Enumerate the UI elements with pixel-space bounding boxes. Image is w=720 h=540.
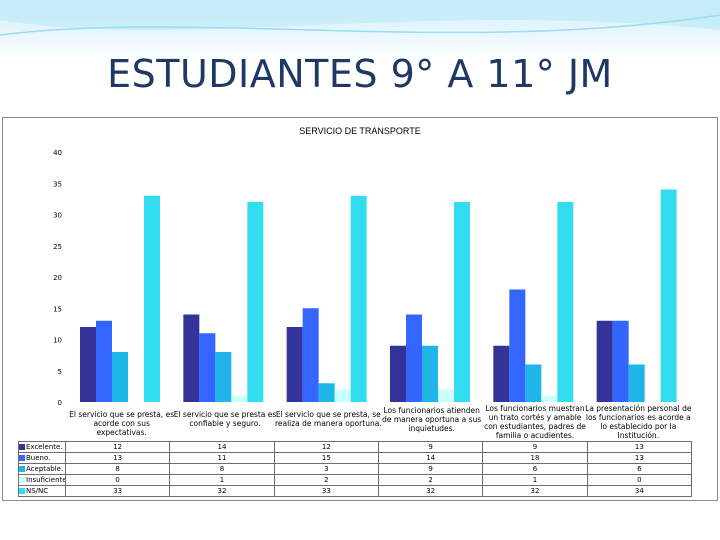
y-tick-label: 30 xyxy=(53,212,62,220)
bar-4-5 xyxy=(541,395,558,402)
table-cell: 32 xyxy=(482,485,588,497)
legend-entry: Excelente. xyxy=(18,441,66,453)
legend-label: Insuficiente. xyxy=(26,476,66,484)
data-table: Excelente. 12 14 12 9 9 13 Bueno. 13 11 15 14 18 13 Ac… xyxy=(18,441,693,497)
table-row: Bueno. 13 11 15 14 18 13 xyxy=(18,452,693,464)
table-cell: 6 xyxy=(482,463,588,475)
bar-2-1 xyxy=(96,320,112,402)
bar-4-4 xyxy=(438,389,454,402)
legend-label: NS/NC xyxy=(26,487,49,495)
bar-3-4 xyxy=(422,345,438,402)
header-band xyxy=(0,0,720,60)
table-cell: 13 xyxy=(586,441,693,453)
category-label: El servicio que se presta, es acorde con… xyxy=(69,410,175,437)
table-row: Excelente. 12 14 12 9 9 13 xyxy=(18,441,693,453)
y-tick-label: 25 xyxy=(53,243,62,251)
bar-2-5 xyxy=(509,289,526,402)
table-cell: 2 xyxy=(273,474,379,486)
table-cell: 1 xyxy=(482,474,588,486)
y-tick-label: 20 xyxy=(53,274,62,282)
bar-3-3 xyxy=(318,383,335,402)
bar-5-6 xyxy=(660,189,677,402)
header-wave-decoration xyxy=(0,0,720,36)
bar-2-4 xyxy=(406,314,422,402)
category-label: La presentación personal de los funciona… xyxy=(585,404,692,440)
legend-label: Bueno. xyxy=(26,454,51,462)
table-cell: 6 xyxy=(586,463,693,475)
table-row: Aceptable. 8 8 3 9 6 6 xyxy=(18,463,693,475)
y-tick-label: 0 xyxy=(58,399,62,407)
table-cell: 9 xyxy=(482,441,588,453)
table-cell: 32 xyxy=(169,485,275,497)
y-tick-label: 40 xyxy=(53,149,62,157)
bar-2-3 xyxy=(302,308,319,402)
table-cell: 1 xyxy=(169,474,275,486)
table-cell: 14 xyxy=(169,441,275,453)
legend-label: Excelente. xyxy=(26,443,63,451)
table-cell: 8 xyxy=(169,463,275,475)
category-label: El servicio que se presta, se realiza de… xyxy=(274,410,382,428)
table-cell: 14 xyxy=(377,452,484,464)
table-cell: 33 xyxy=(64,485,171,497)
bar-1-6 xyxy=(596,320,613,402)
bar-2-2 xyxy=(199,333,216,402)
table-cell: 8 xyxy=(64,463,171,475)
table-cell: 34 xyxy=(586,485,693,497)
table-cell: 2 xyxy=(377,474,484,486)
bar-1-5 xyxy=(493,345,510,402)
category-label: Los funcionarios muestran un trato corté… xyxy=(484,404,586,440)
legend-entry: Bueno. xyxy=(18,452,66,464)
legend-entry: NS/NC xyxy=(18,485,66,497)
table-cell: 32 xyxy=(377,485,484,497)
table-cell: 18 xyxy=(482,452,588,464)
legend-swatch xyxy=(19,488,25,494)
y-tick-label: 10 xyxy=(53,337,62,345)
bar-1-4 xyxy=(390,345,406,402)
bar-5-1 xyxy=(144,195,160,402)
y-tick-label: 5 xyxy=(58,368,62,376)
bar-2-6 xyxy=(612,320,629,402)
table-cell: 9 xyxy=(377,441,484,453)
bar-3-1 xyxy=(112,352,128,402)
legend-swatch xyxy=(19,477,25,483)
chart-title: SERVICIO DE TRANSPORTE xyxy=(299,126,421,136)
table-cell: 33 xyxy=(273,485,379,497)
table-row: NS/NC 33 32 33 32 32 34 xyxy=(18,485,693,497)
table-cell: 12 xyxy=(273,441,379,453)
table-cell: 15 xyxy=(273,452,379,464)
table-row: Insuficiente. 0 1 2 2 1 0 xyxy=(18,474,693,486)
table-cell: 11 xyxy=(169,452,275,464)
legend-label: Aceptable. xyxy=(26,465,64,473)
legend-swatch xyxy=(19,455,25,461)
table-cell: 0 xyxy=(64,474,171,486)
bar-5-3 xyxy=(350,195,367,402)
table-cell: 9 xyxy=(377,463,484,475)
bar-3-6 xyxy=(628,364,645,402)
bar-5-2 xyxy=(247,202,264,402)
category-label: Los funcionarios atienden de manera opor… xyxy=(382,406,482,433)
bar-3-5 xyxy=(525,364,542,402)
legend-swatch xyxy=(19,466,25,472)
slide-title: ESTUDIANTES 9° A 11° JM xyxy=(107,52,613,96)
bar-5-5 xyxy=(557,202,574,402)
bar-1-1 xyxy=(80,327,96,402)
table-cell: 12 xyxy=(64,441,171,453)
bar-5-4 xyxy=(454,202,470,402)
table-cell: 3 xyxy=(273,463,379,475)
bar-4-2 xyxy=(231,395,248,402)
legend-swatch xyxy=(19,444,25,450)
category-label: El servicio que se presta es confiable y… xyxy=(173,410,277,428)
legend-entry: Insuficiente. xyxy=(18,474,66,486)
y-tick-label: 15 xyxy=(53,305,62,313)
bar-4-3 xyxy=(334,389,351,402)
bar-3-2 xyxy=(215,352,232,402)
y-tick-label: 35 xyxy=(53,180,62,188)
bar-1-2 xyxy=(183,314,200,402)
bar-1-3 xyxy=(286,327,303,402)
table-cell: 13 xyxy=(64,452,171,464)
table-cell: 0 xyxy=(586,474,693,486)
legend-entry: Aceptable. xyxy=(18,463,66,475)
table-cell: 13 xyxy=(586,452,693,464)
